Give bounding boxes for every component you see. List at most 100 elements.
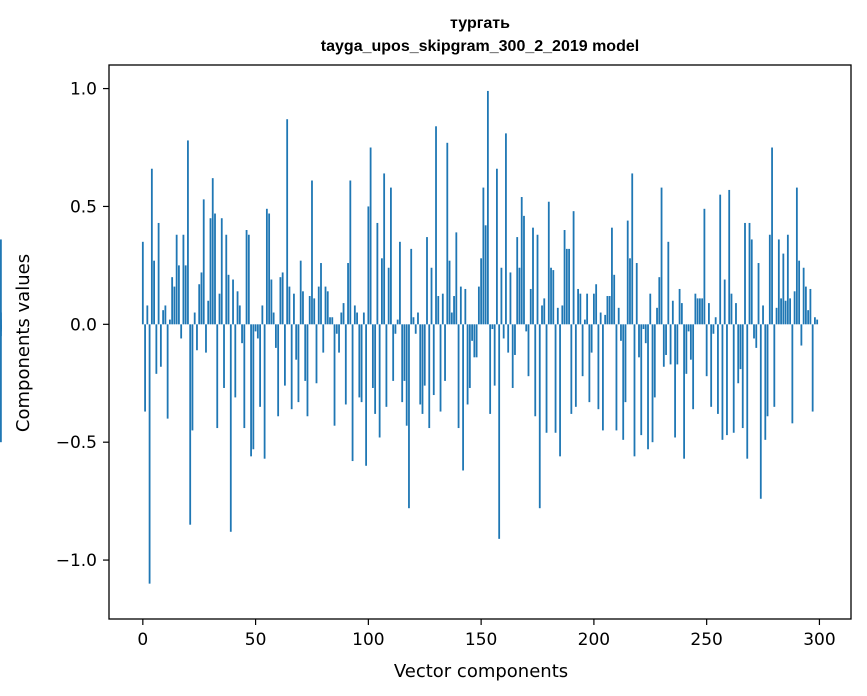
bar-80 (322, 324, 325, 353)
bar-171 (527, 324, 530, 377)
bar-231 (662, 324, 665, 367)
bar-105 (378, 324, 381, 438)
bar-160 (502, 324, 505, 339)
plot-frame (108, 64, 852, 620)
bar-115 (401, 324, 404, 403)
bar-72 (304, 324, 307, 381)
bar-267 (744, 222, 746, 325)
bar-250 (705, 324, 708, 377)
bar-242 (687, 324, 690, 332)
bar-261 (730, 293, 733, 325)
bar-121 (414, 324, 417, 334)
bar-75 (311, 180, 313, 325)
bar-4 (150, 168, 153, 325)
bar-64 (286, 119, 289, 325)
bar-48 (250, 324, 252, 457)
y-tick-label: 0.0 (70, 315, 97, 335)
bar-157 (496, 168, 498, 325)
bar-248 (701, 298, 704, 325)
bar-87 (338, 324, 340, 353)
bar-276 (764, 324, 767, 440)
bar-163 (509, 272, 512, 325)
bar-211 (617, 307, 620, 325)
bar-187 (563, 230, 566, 325)
bar-8 (159, 324, 162, 367)
bar-210 (615, 324, 618, 431)
bar-148 (475, 324, 478, 358)
bar-146 (471, 324, 473, 341)
bar-299 (816, 319, 819, 325)
x-tick-label: 300 (803, 630, 835, 650)
bar-84 (331, 317, 334, 325)
bar-131 (437, 296, 440, 325)
bar-217 (631, 173, 634, 325)
bar-270 (750, 239, 753, 325)
bar-196 (583, 319, 586, 325)
x-tick-label: 50 (245, 630, 267, 650)
bar-188 (565, 248, 568, 325)
bar-189 (568, 248, 570, 325)
bar-156 (493, 324, 496, 386)
bar-78 (317, 286, 320, 325)
bar-57 (270, 279, 273, 325)
bar-204 (602, 324, 604, 431)
bar-232 (665, 324, 667, 355)
bar-102 (371, 324, 374, 388)
x-tick-label: 200 (578, 630, 610, 650)
bar-124 (421, 324, 424, 414)
bar-16 (178, 265, 180, 325)
bar-291 (798, 260, 801, 325)
bar-279 (771, 147, 773, 325)
bar-180 (547, 201, 550, 325)
bar-277 (766, 324, 769, 417)
bar-116 (403, 324, 406, 381)
y-tick-label: −0.5 (56, 433, 97, 453)
chart-title: тургать (450, 15, 510, 32)
bar-253 (712, 324, 715, 334)
bar-169 (523, 215, 525, 325)
bar-165 (514, 324, 516, 355)
bar-32 (214, 213, 216, 325)
bar-159 (500, 267, 503, 325)
bar-93 (351, 324, 354, 462)
x-tick-label: 0 (137, 630, 148, 650)
bar-21 (189, 324, 192, 525)
bar-69 (297, 324, 300, 403)
bar-205 (604, 314, 607, 325)
bar-28 (205, 324, 207, 353)
bar-216 (629, 258, 631, 325)
bar-168 (520, 197, 523, 325)
bar-269 (748, 222, 751, 325)
bar-74 (308, 296, 311, 325)
bar-82 (326, 291, 329, 325)
bar-39 (229, 324, 232, 532)
bar-101 (369, 147, 372, 325)
bar-90 (344, 324, 347, 405)
bar-31 (211, 178, 214, 325)
bar-285 (784, 300, 787, 325)
bar-186 (561, 305, 564, 325)
bar-120 (412, 317, 415, 325)
bar-151 (482, 187, 485, 325)
bar-50 (254, 324, 257, 332)
bar-274 (759, 324, 762, 499)
bar-243 (689, 324, 692, 360)
bar-37 (225, 234, 228, 325)
bar-26 (200, 272, 203, 325)
bar-2 (146, 305, 149, 325)
bar-158 (498, 324, 501, 539)
bar-132 (439, 324, 442, 412)
bar-112 (394, 324, 397, 334)
bar-59 (274, 324, 277, 348)
bar-89 (342, 303, 345, 325)
bar-153 (486, 90, 489, 325)
bar-111 (392, 324, 395, 381)
bar-251 (708, 303, 710, 325)
bar-60 (277, 324, 280, 417)
bar-295 (807, 310, 810, 325)
bar-271 (753, 324, 755, 339)
bar-130 (435, 126, 437, 325)
bar-288 (791, 324, 794, 424)
bar-140 (457, 324, 460, 429)
bar-42 (236, 291, 239, 325)
